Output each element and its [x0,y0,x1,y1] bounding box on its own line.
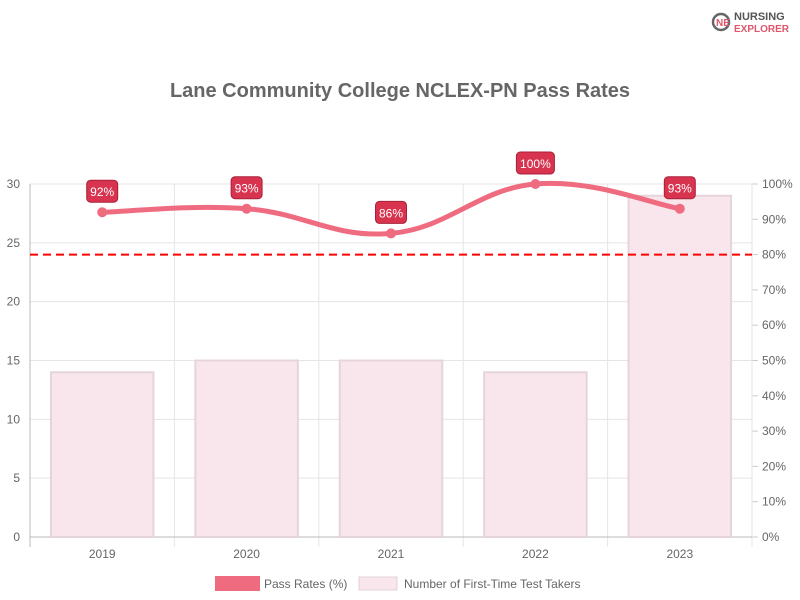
legend-swatch-test-takers [358,576,398,591]
chart-title: Lane Community College NCLEX-PN Pass Rat… [169,80,631,102]
bar-2021 [338,359,444,538]
data-label: 93% [668,182,692,196]
data-label: 93% [235,182,259,196]
y-left-tick-label: 0 [13,530,20,544]
legend-label-pass-rates: Pass Rates (%) [264,577,347,591]
y-left-tick-label: 15 [7,354,21,368]
svg-text:NURSING: NURSING [734,11,785,23]
y-right-tick-label: 0% [762,530,780,544]
bar-2023 [627,194,733,538]
pass-rate-point-2022 [530,179,541,189]
pass-rate-point-2020 [241,203,252,214]
y-right-tick-label: 20% [762,459,786,473]
y-right-tick-label: 70% [762,283,786,297]
y-left-tick-label: 10 [7,412,21,426]
legend-label-test-takers: Number of First-Time Test Takers [404,577,580,591]
svg-text:EXPLORER: EXPLORER [734,24,790,35]
nursing-explorer-logo: NE NURSING EXPLORER [711,11,790,35]
y-right-tick-label: 100% [762,177,793,191]
y-right-tick-label: 90% [762,212,786,226]
data-label-box [375,200,407,224]
data-label-box [663,176,696,200]
y-right-tick-label: 10% [762,495,786,509]
data-label-box [230,176,263,200]
x-tick-label: 2020 [233,547,260,561]
data-label: 100% [520,157,551,171]
y-right-tick-label: 80% [762,248,786,262]
bar-2020 [194,359,299,538]
x-tick-label: 2022 [522,547,549,561]
y-right-tick-label: 40% [762,389,786,403]
data-label-box [86,179,119,203]
y-left-tick-label: 30 [7,177,21,191]
y-right-tick-label: 30% [762,424,786,438]
y-left-tick-label: 20 [7,295,21,309]
svg-text:NE: NE [716,18,730,29]
bar-2022 [483,371,588,538]
bar-2019 [49,371,155,538]
data-label: 86% [379,206,403,220]
y-right-tick-label: 50% [762,354,786,368]
pass-rate-point-2021 [386,228,396,239]
data-label-box [515,151,555,175]
y-left-tick-label: 25 [7,236,21,250]
legend-swatch-pass-rates [215,576,260,591]
x-tick-label: 2021 [378,547,405,561]
y-left-tick-label: 5 [13,471,20,485]
x-tick-label: 2019 [89,547,116,561]
y-right-tick-label: 60% [762,318,786,332]
pass-rate-point-2019 [97,207,108,218]
pass-rate-point-2023 [674,203,685,214]
data-label: 92% [90,185,114,199]
x-tick-label: 2023 [666,547,693,561]
